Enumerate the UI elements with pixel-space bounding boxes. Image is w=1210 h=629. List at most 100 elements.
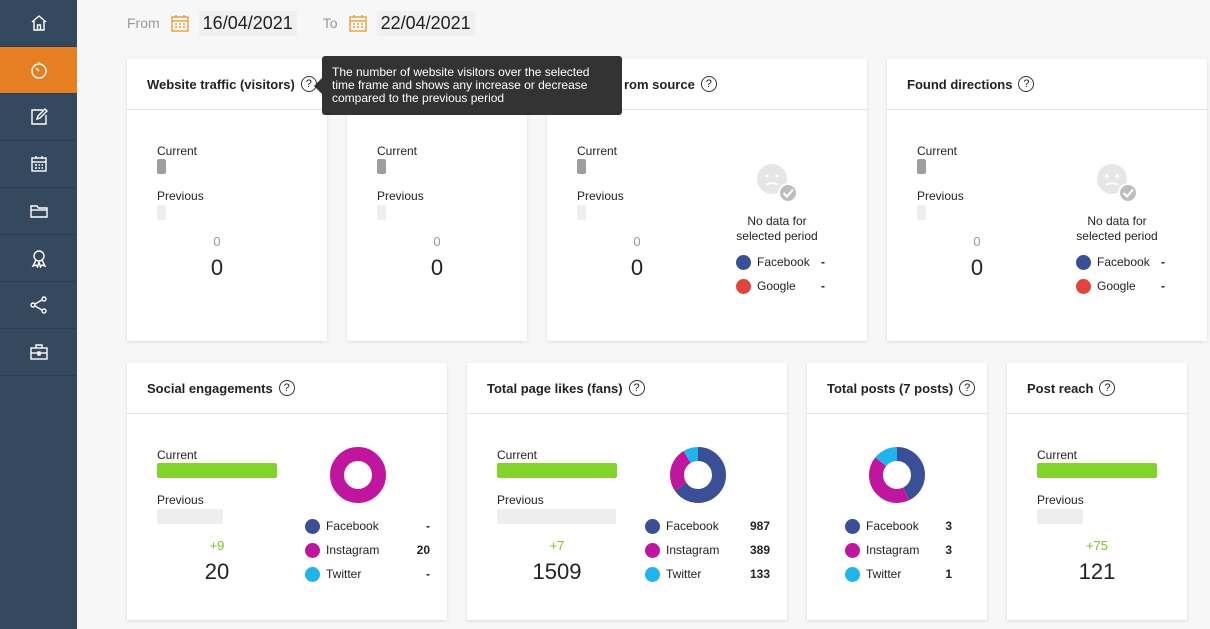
total-value: 0	[210, 255, 224, 280]
nav-home[interactable]	[0, 0, 77, 47]
sidebar	[0, 0, 77, 629]
current-label: Current	[157, 144, 198, 158]
nav-folder[interactable]	[0, 188, 77, 235]
current-bar	[497, 463, 617, 478]
legend: Facebook - Google -	[736, 250, 825, 298]
current-bar	[1037, 463, 1157, 478]
page-likes-donut-chart	[670, 447, 726, 503]
current-label: Current	[377, 144, 418, 158]
legend: Facebook 3 Instagram 3 Twitter 1	[845, 514, 952, 586]
legend: Facebook - Google -	[1076, 250, 1165, 298]
previous-label: Previous	[157, 493, 204, 507]
help-icon[interactable]: ?	[700, 76, 717, 92]
donut-slice-instagram	[330, 447, 386, 503]
previous-bar	[157, 205, 166, 220]
edit-icon	[30, 108, 48, 125]
total-value: 20	[204, 559, 230, 584]
current-label: Current	[497, 448, 538, 462]
legend-item-instagram: Instagram 389	[645, 538, 770, 562]
help-icon[interactable]: ?	[959, 380, 976, 396]
website-traffic-card: Website traffic (visitors) ? Current Pre…	[127, 59, 327, 341]
from-date-input[interactable]: 16/04/2021	[198, 10, 297, 36]
engagements-donut-chart	[330, 447, 386, 503]
current-bar	[377, 159, 386, 174]
total-value: 121	[1078, 559, 1116, 584]
legend-item-twitter: Twitter -	[305, 562, 430, 586]
found-directions-card: Found directions ? Current Previous 0 0 …	[887, 59, 1207, 341]
previous-label: Previous	[577, 189, 624, 203]
current-bar	[917, 159, 926, 174]
previous-bar	[157, 509, 223, 524]
legend-item-twitter: Twitter 133	[645, 562, 770, 586]
current-label: Current	[157, 448, 198, 462]
legend-item-twitter: Twitter 1	[845, 562, 952, 586]
previous-bar	[497, 509, 617, 524]
card-title: Social engagements	[147, 380, 273, 396]
card-header: Total posts (7 posts) ?	[807, 363, 987, 414]
legend-item-google: Google -	[736, 274, 825, 298]
delta-value: 0	[633, 234, 641, 249]
previous-label: Previous	[1037, 493, 1084, 507]
home-icon	[31, 15, 46, 31]
help-icon[interactable]: ?	[1018, 76, 1035, 92]
help-icon[interactable]: ?	[278, 380, 295, 396]
previous-label: Previous	[377, 189, 424, 203]
calendar-icon[interactable]	[170, 13, 190, 33]
current-bar	[157, 159, 166, 174]
current-label: Current	[1037, 448, 1078, 462]
previous-bar	[377, 205, 386, 220]
previous-bar	[1037, 509, 1083, 524]
donut-slice-instagram	[670, 447, 726, 503]
posts-donut-chart	[869, 447, 925, 503]
legend-item-facebook: Facebook 987	[645, 514, 770, 538]
previous-label: Previous	[917, 189, 964, 203]
nav-award[interactable]	[0, 235, 77, 282]
post-reach-card: Post reach ? Current Previous +75 121	[1007, 363, 1187, 620]
total-value: 0	[970, 255, 984, 280]
nav-share[interactable]	[0, 282, 77, 329]
total-value: 0	[430, 255, 444, 280]
donut-slice-instagram	[869, 447, 925, 503]
nav-clock[interactable]	[0, 47, 77, 94]
previous-bar	[577, 205, 586, 220]
previous-label: Previous	[157, 189, 204, 203]
legend-item-instagram: Instagram 3	[845, 538, 952, 562]
from-source-card: rom source ? Current Previous 0 0 No dat…	[547, 59, 867, 341]
card-header: Website traffic (visitors) ?	[127, 59, 327, 110]
folder-icon	[29, 205, 48, 218]
total-value: 0	[630, 255, 644, 280]
nav-calendar[interactable]	[0, 141, 77, 188]
card-title: rom source	[624, 76, 695, 92]
no-data-face-icon	[1097, 164, 1138, 203]
date-range: From 16/04/2021 To 22/04/2021	[127, 10, 501, 36]
card-title: Total page likes (fans)	[487, 380, 623, 396]
card-title: Found directions	[907, 76, 1013, 92]
card-header: Social engagements ?	[127, 363, 447, 414]
total-value: 1509	[532, 559, 582, 584]
card-header: Post reach ?	[1007, 363, 1187, 414]
share-icon	[29, 296, 47, 314]
nav-edit[interactable]	[0, 94, 77, 141]
delta-value: 0	[433, 234, 441, 249]
legend-item-google: Google -	[1076, 274, 1165, 298]
nav-briefcase[interactable]	[0, 329, 77, 376]
briefcase-icon	[29, 344, 48, 360]
no-data-face-icon	[757, 164, 798, 203]
award-icon	[31, 250, 46, 268]
to-date-input[interactable]: 22/04/2021	[376, 10, 475, 36]
calendar-icon	[30, 156, 47, 172]
from-label: From	[127, 15, 160, 31]
current-bar	[157, 463, 277, 478]
current-label: Current	[917, 144, 958, 158]
help-icon[interactable]: ?	[628, 380, 645, 396]
donut-slice-twitter	[670, 447, 726, 503]
help-icon[interactable]: ?	[1099, 380, 1116, 396]
delta-value: 0	[213, 234, 221, 249]
to-label: To	[322, 15, 338, 31]
card-header: Found directions ?	[887, 59, 1207, 110]
previous-bar	[917, 205, 926, 220]
previous-label: Previous	[497, 493, 544, 507]
card-header: Total page likes (fans) ?	[467, 363, 787, 414]
delta-value: +9	[209, 538, 225, 553]
calendar-icon[interactable]	[348, 13, 368, 33]
